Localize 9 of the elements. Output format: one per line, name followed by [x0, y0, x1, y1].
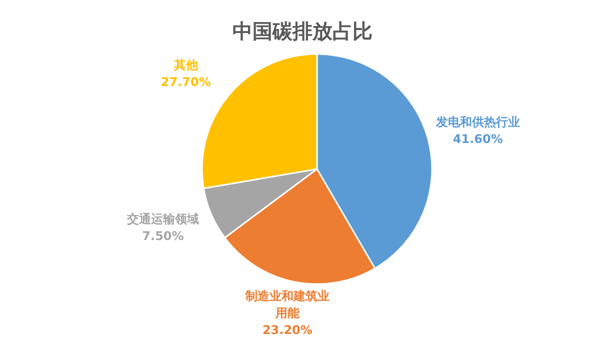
slice-label: 其他: [172, 58, 199, 72]
data-label: 41.60%: [452, 132, 503, 146]
chart-title: 中国碳排放占比: [232, 19, 372, 43]
data-label: 23.20%: [262, 323, 312, 337]
data-label: 27.70%: [160, 75, 211, 90]
data-label: 7.50%: [142, 228, 184, 243]
slice-label: 发电和供热行业: [434, 114, 520, 129]
slice-label: 交通运输领域: [126, 212, 199, 226]
slice-label: 制造业和建筑业用能: [244, 289, 330, 320]
